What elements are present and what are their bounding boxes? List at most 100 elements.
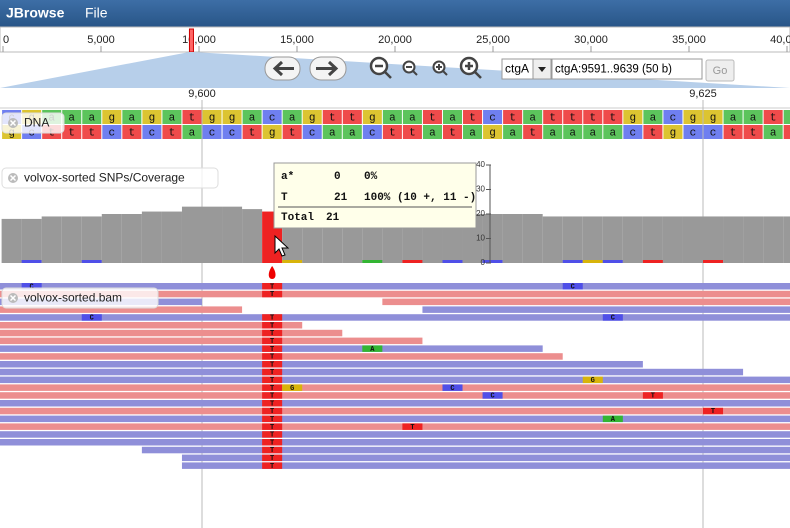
- read[interactable]: [0, 329, 343, 337]
- track-label[interactable]: [1, 287, 159, 309]
- read[interactable]: [141, 446, 790, 454]
- base-letter: a: [409, 112, 416, 124]
- base-letter: g: [670, 127, 677, 139]
- base-cell: [82, 110, 102, 124]
- read[interactable]: [0, 439, 790, 446]
- base-letter: c: [630, 127, 637, 139]
- refseq-select[interactable]: [501, 58, 552, 80]
- read[interactable]: [0, 283, 790, 290]
- location-box[interactable]: [551, 58, 703, 80]
- tooltip-total: Total: [281, 212, 314, 224]
- read[interactable]: [0, 376, 790, 384]
- mismatch: [402, 423, 423, 430]
- base-letter: t: [389, 127, 396, 139]
- base-letter: a: [750, 112, 757, 124]
- zoom-out[interactable]: [402, 60, 418, 76]
- mismatch-indicator: [442, 260, 463, 263]
- base-letter: t: [650, 127, 657, 139]
- base-letter: c: [710, 127, 717, 139]
- base-cell: [442, 125, 463, 139]
- base-cell: [342, 125, 362, 139]
- mismatch: [262, 353, 283, 360]
- read[interactable]: [0, 415, 790, 423]
- base-letter: t: [189, 112, 196, 124]
- read[interactable]: [0, 322, 303, 329]
- base-letter: a: [349, 127, 356, 139]
- read[interactable]: [0, 314, 790, 321]
- mismatch: [262, 407, 283, 415]
- base-letter: a: [289, 112, 296, 124]
- mismatch-base: A: [370, 346, 375, 354]
- base-cell: [703, 110, 723, 124]
- base-letter: t: [770, 112, 777, 124]
- nav-left[interactable]: [264, 56, 301, 81]
- track-label[interactable]: [1, 167, 219, 189]
- read[interactable]: [0, 423, 790, 430]
- base-cell: [543, 125, 563, 139]
- read[interactable]: [0, 306, 243, 313]
- read[interactable]: [0, 361, 643, 368]
- read[interactable]: [382, 298, 790, 306]
- read[interactable]: [0, 290, 790, 298]
- coverage-bar: [622, 216, 643, 263]
- read[interactable]: [0, 392, 790, 399]
- file-menu[interactable]: File: [85, 5, 108, 21]
- base-letter: t: [469, 112, 476, 124]
- base-letter: g: [149, 112, 156, 124]
- coverage-bar: [723, 216, 744, 263]
- read[interactable]: [181, 462, 790, 469]
- base-cell: [683, 110, 703, 124]
- nav-right[interactable]: [309, 56, 347, 81]
- base-letter: a: [610, 127, 617, 139]
- coverage-bar: [21, 218, 42, 263]
- read[interactable]: [0, 431, 790, 438]
- base-cell: [563, 110, 583, 124]
- location-marker[interactable]: [188, 28, 194, 53]
- base-letter: t: [249, 127, 256, 139]
- base-letter: t: [569, 112, 576, 124]
- tooltip-cell: a*: [281, 171, 294, 183]
- zoom-in[interactable]: [432, 60, 448, 76]
- read[interactable]: [0, 407, 790, 415]
- mismatch: [562, 283, 583, 290]
- read[interactable]: [422, 306, 790, 313]
- base-letter: a: [569, 127, 576, 139]
- base-letter: t: [529, 127, 536, 139]
- zoom-in-big[interactable]: [459, 56, 482, 79]
- coverage-bar: [141, 211, 162, 263]
- base-cell: [362, 125, 382, 139]
- mismatch: [262, 368, 283, 376]
- base-cell: [182, 110, 202, 124]
- base-cell: [523, 125, 543, 139]
- track-label[interactable]: [1, 112, 65, 134]
- read[interactable]: [0, 337, 423, 345]
- coverage-bar: [101, 214, 122, 263]
- base-cell: [503, 110, 523, 124]
- coverage-bar: [81, 216, 102, 263]
- base-letter: g: [489, 127, 496, 139]
- read[interactable]: [0, 400, 790, 407]
- zoom-out-big[interactable]: [369, 56, 392, 79]
- base-cell: [322, 125, 342, 139]
- mismatch-base: T: [270, 447, 274, 455]
- overview-tick-label: 25,000: [476, 34, 510, 46]
- mismatch-base: T: [270, 346, 274, 354]
- read[interactable]: [181, 454, 790, 462]
- base-letter: a: [730, 112, 737, 124]
- base-cell: [763, 125, 783, 139]
- go-button[interactable]: [705, 59, 735, 82]
- coverage-bar: [41, 216, 62, 263]
- read[interactable]: [0, 384, 790, 391]
- base-cell: [62, 110, 82, 124]
- base-cell: [282, 110, 302, 124]
- refseq-value: ctgA: [505, 62, 529, 76]
- base-letter: t: [549, 112, 556, 124]
- coverage-tick-label: 40: [476, 160, 485, 169]
- base-cell: [382, 125, 402, 139]
- coverage-tick-label: 30: [476, 185, 485, 194]
- mismatch: [642, 392, 663, 399]
- mismatch: [262, 345, 283, 352]
- read[interactable]: [0, 368, 744, 376]
- mismatch-base: C: [490, 393, 494, 401]
